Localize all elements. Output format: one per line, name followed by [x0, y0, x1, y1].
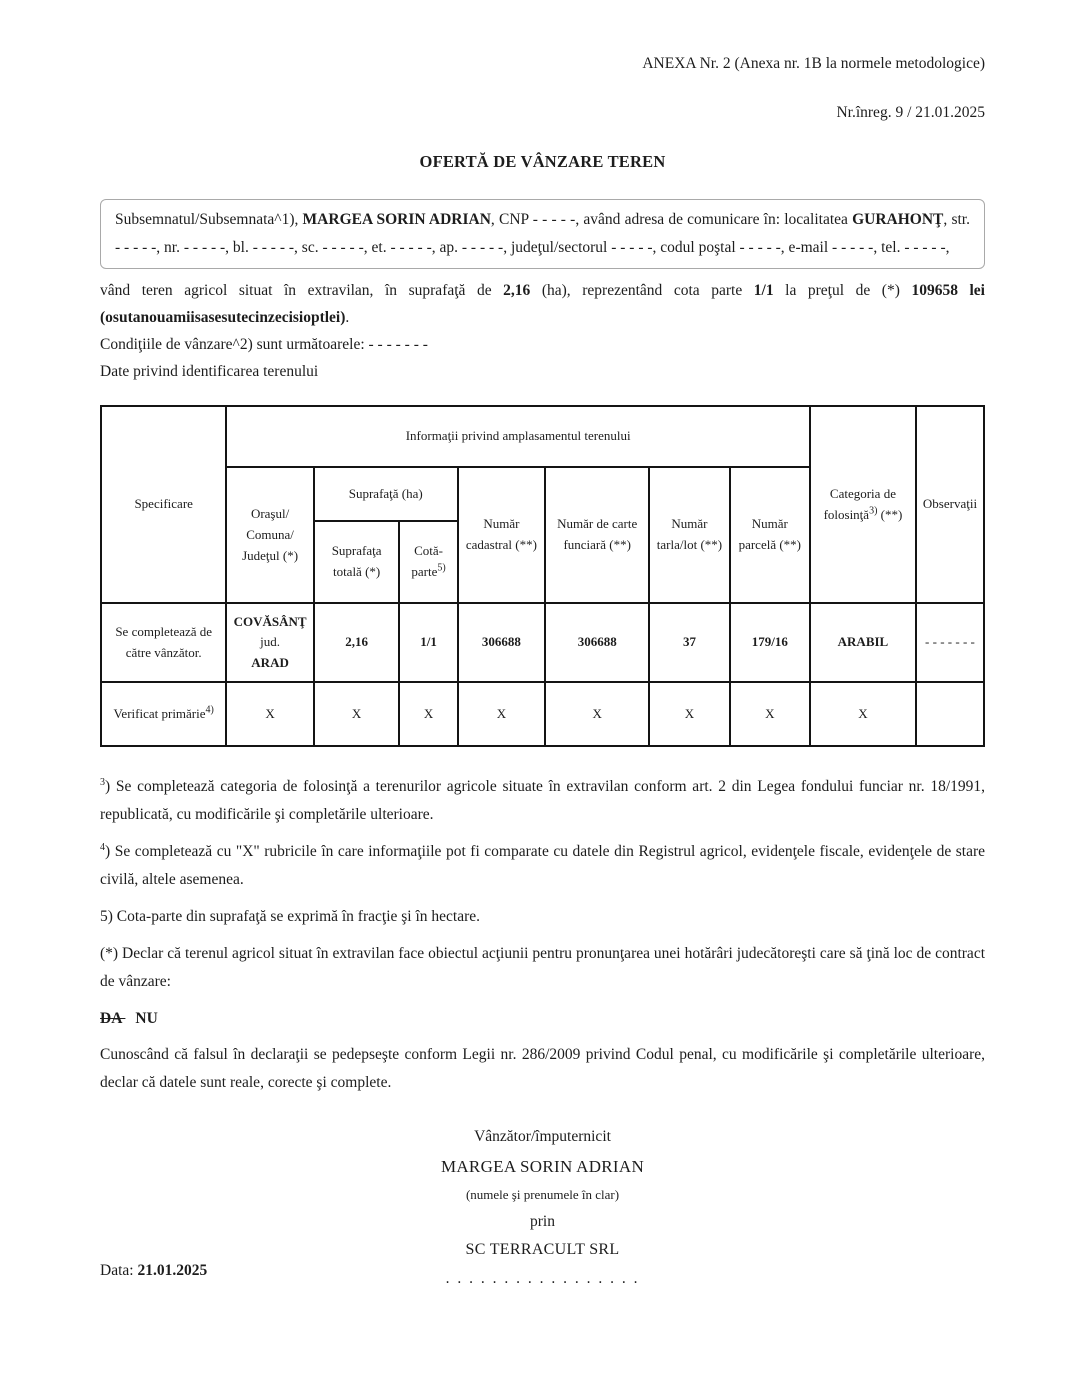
- footnote-4-marker: 4: [100, 841, 105, 853]
- col-header-specificare: Specificare: [99, 405, 228, 605]
- cell-categoria-value: ARABIL: [808, 602, 917, 684]
- check-cell-cota: X: [398, 681, 459, 748]
- date-value: 21.01.2025: [137, 1262, 208, 1279]
- col-header-cota-parte: Cotă- parte5): [398, 520, 459, 605]
- price-in-words: (osutanouamiisasesutecinzecisioptlei): [100, 309, 346, 327]
- row-label-verificat-primarie: Verificat primărie4): [99, 681, 228, 748]
- signature-prin: prin: [530, 1212, 555, 1230]
- offer-text-5: .: [345, 309, 350, 327]
- price-value: 109658 lei: [911, 282, 985, 300]
- cell-suprafata-value: 2,16: [312, 602, 401, 684]
- land-area-value: 2,16: [503, 282, 531, 300]
- cell-parcela-value: 179/16: [728, 602, 811, 684]
- footnotes-section: 3) Se completează categoria de folosinţă…: [100, 773, 985, 1097]
- categoria-suffix: (**): [877, 506, 903, 522]
- suprafata-totala-label: Suprafaţa totală (*): [331, 543, 382, 580]
- intro-text-2: , CNP - - - - -, având adresa de comunic…: [490, 211, 853, 228]
- land-data-heading: Date privind identificarea terenului: [100, 363, 319, 381]
- categoria-footnote-ref: 3): [869, 505, 878, 517]
- col-header-observatii: Observaţii: [914, 405, 986, 605]
- locality-name: GURAHONŢ: [852, 211, 944, 228]
- cell-cadastral-value: 306688: [456, 602, 547, 684]
- seller-name: MARGEA SORIN ADRIAN: [302, 211, 491, 228]
- col-header-carte-funciara: Număr de carte funciară (**): [544, 466, 651, 605]
- anexa-heading: ANEXA Nr. 2 (Anexa nr. 1B la normele met…: [642, 55, 985, 72]
- county-prefix: jud.: [260, 634, 281, 650]
- nu-option: NU: [135, 1009, 158, 1027]
- check-cell-oras: X: [225, 681, 315, 748]
- da-option-struck: DA: [100, 1009, 126, 1027]
- signature-dotted-line: . . . . . . . . . . . . . . . . .: [445, 1270, 640, 1288]
- footnote-3-text: ) Se completează categoria de folosinţă …: [100, 778, 985, 824]
- cell-carte-funciara-value: 306688: [544, 602, 651, 684]
- da-nu-line: DA NU: [100, 1005, 985, 1033]
- date-line: Data: 21.01.2025: [100, 1262, 207, 1280]
- check-cell-carte: X: [544, 681, 651, 748]
- cota-parte-footnote-ref: 5): [437, 562, 446, 574]
- col-header-suprafata-group: Suprafaţă (ha): [312, 466, 459, 523]
- cell-tarla-value: 37: [648, 602, 731, 684]
- cell-cota-value: 1/1: [398, 602, 459, 684]
- commune-name: COVĂSÂNŢ: [233, 613, 307, 629]
- signature-company: SC TERRACULT SRL: [465, 1241, 620, 1259]
- signature-block: Vânzător/împuternicit MARGEA SORIN ADRIA…: [100, 1129, 985, 1287]
- court-declaration: (*) Declar că terenul agricol situat în …: [100, 944, 985, 990]
- check-cell-observatii: [914, 681, 986, 748]
- county-name: ARAD: [251, 655, 289, 671]
- seller-identity-box: Subsemnatul/Subsemnata^1), MARGEA SORIN …: [100, 199, 985, 270]
- col-header-info-group: Informaţii privind amplasamentul terenul…: [225, 405, 811, 469]
- signature-hint: (numele şi prenumele în clar): [465, 1186, 620, 1202]
- footnote-3-marker: 3: [100, 777, 105, 789]
- offer-text-1: vând teren agricol situat în extravilan,…: [100, 282, 504, 300]
- offer-text-3: la preţul de (*): [773, 282, 912, 300]
- col-header-parcela: Număr parcelă (**): [728, 466, 811, 605]
- categoria-label: Categoria de folosinţă: [823, 485, 896, 522]
- row-label-seller-fills: Se completează de către vânzător.: [99, 602, 228, 684]
- document-title: OFERTĂ DE VÂNZARE TEREN: [419, 152, 666, 171]
- date-label: Data:: [100, 1262, 138, 1279]
- land-identification-table: Specificare Informaţii privind amplasame…: [99, 405, 986, 748]
- signature-name: MARGEA SORIN ADRIAN: [440, 1156, 645, 1176]
- check-cell-parcela: X: [728, 681, 811, 748]
- sale-offer-paragraph: vând teren agricol situat în extravilan,…: [100, 278, 985, 332]
- check-cell-cadastral: X: [456, 681, 547, 748]
- signature-role: Vânzător/împuternicit: [474, 1128, 611, 1146]
- col-header-oras-comuna-judet: Oraşul/ Comuna/ Judeţul (*): [225, 466, 315, 605]
- col-header-categoria: Categoria de folosinţă3) (**): [808, 405, 917, 605]
- offer-text-2: (ha), reprezentând cota parte: [530, 282, 754, 300]
- sale-conditions-line: Condiţiile de vânzare^2) sunt următoarel…: [100, 336, 428, 354]
- intro-text-1: Subsemnatul/Subsemnata^1),: [115, 211, 303, 228]
- col-header-numar-cadastral: Număr cadastral (**): [456, 466, 547, 605]
- col-header-tarla-lot: Număr tarla/lot (**): [648, 466, 731, 605]
- cota-parte-label: Cotă- parte: [411, 543, 443, 580]
- footnote-5: 5) Cota-parte din suprafaţă se exprimă î…: [100, 907, 481, 925]
- registration-line: Nr.înreg. 9 / 21.01.2025: [836, 104, 985, 121]
- cell-oras-value: COVĂSÂNŢ jud. ARAD: [225, 602, 315, 684]
- footnote-4: 4) Se completează cu "X" rubricile în ca…: [100, 838, 985, 894]
- intro-text-3: , str. - - - - -, nr. - - - - -, bl. - -…: [115, 211, 970, 257]
- verificat-footnote-ref: 4): [205, 704, 214, 716]
- check-cell-categoria: X: [808, 681, 917, 748]
- footnote-3: 3) Se completează categoria de folosinţă…: [100, 773, 985, 829]
- verificat-label: Verificat primărie: [113, 705, 206, 721]
- footnote-4-text: ) Se completează cu "X" rubricile în car…: [100, 843, 985, 888]
- share-value: 1/1: [753, 282, 774, 300]
- check-cell-suprafata: X: [312, 681, 401, 748]
- check-cell-tarla: X: [648, 681, 731, 748]
- cell-observatii-value: - - - - - - -: [914, 602, 986, 684]
- penal-code-declaration: Cunoscând că falsul în declaraţii se ped…: [100, 1046, 985, 1092]
- col-header-suprafata-totala: Suprafaţa totală (*): [312, 520, 401, 605]
